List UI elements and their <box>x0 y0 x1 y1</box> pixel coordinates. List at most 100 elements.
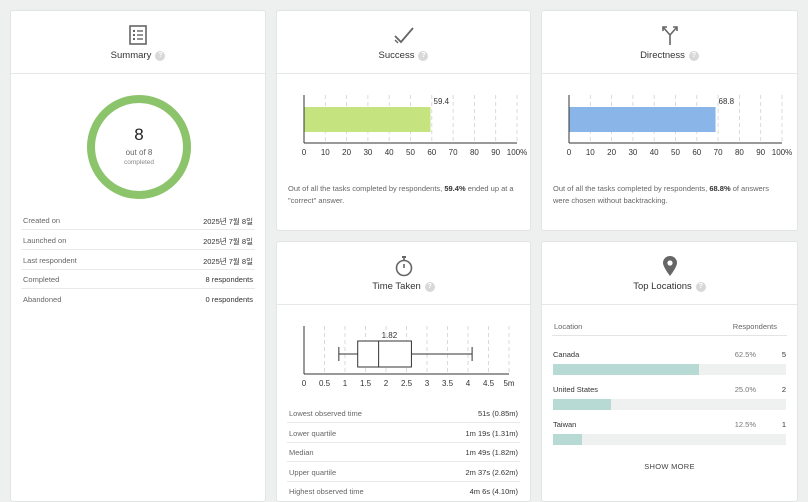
top-locations-title-text: Top Locations <box>633 281 692 292</box>
stat-value: 1m 19s (1.31m) <box>465 429 518 438</box>
success-chart: 0 10 20 30 40 50 60 70 80 90 100% 59.4 <box>302 95 527 157</box>
tick-label: 100% <box>772 148 792 157</box>
help-icon[interactable]: ? <box>424 282 435 292</box>
help-icon[interactable]: ? <box>155 51 166 61</box>
success-header: Success? <box>277 11 530 74</box>
success-title-text: Success <box>378 50 415 61</box>
success-description-prefix: Out of all the tasks completed by respon… <box>288 184 445 193</box>
tick-label: 10 <box>586 148 595 157</box>
tick-label: 20 <box>342 148 351 157</box>
directness-chart: 0 10 20 30 40 50 60 70 80 90 100% 68.8 <box>567 95 792 157</box>
data-label: 59.4 <box>434 97 450 106</box>
location-bar-track <box>553 364 786 375</box>
directness-description-suffix: of answers were chosen without backtrack… <box>553 184 769 205</box>
tick-label: 80 <box>735 148 744 157</box>
stat-label: Lower quartile <box>289 429 337 438</box>
bar <box>569 107 716 132</box>
help-icon[interactable]: ? <box>418 51 429 61</box>
tick-label: 30 <box>363 148 372 157</box>
top-locations-header: Top Locations? <box>542 242 797 305</box>
top-locations-title: Top Locations? <box>542 281 797 292</box>
completion-ring-graphic <box>87 95 191 199</box>
detail-label: Abandoned <box>23 295 62 304</box>
tick-label: 70 <box>449 148 458 157</box>
tick-label: 3 <box>425 379 430 388</box>
stat-value: 51s (0.85m) <box>477 409 518 418</box>
tick-label: 4.5 <box>483 379 495 388</box>
directness-card: Directness? 0 10 20 30 40 50 60 70 80 90 100% 68.8 … <box>541 10 798 231</box>
detail-label: Completed <box>23 275 60 284</box>
summary-header: Summary? <box>11 11 265 74</box>
stat-value: 4m 6s (4.10m) <box>469 487 518 496</box>
tick-label: 2.5 <box>401 379 413 388</box>
checkmark-icon <box>393 27 414 44</box>
location-row: Taiwan 12.5% 1 <box>553 420 786 452</box>
tick-label: 1.5 <box>360 379 372 388</box>
tick-label: 40 <box>650 148 659 157</box>
directness-description: Out of all the tasks completed by respon… <box>553 183 786 207</box>
stat-label: Lowest observed time <box>289 409 362 418</box>
tick-label: 90 <box>491 148 500 157</box>
tick-label: 40 <box>385 148 394 157</box>
completion-ring-arc <box>87 95 191 199</box>
location-bar-fill <box>553 399 612 410</box>
time-taken-card: Time Taken? 0 0.5 1 1.5 2 2.5 3 3.5 4 4.5 5m 1.82 L… <box>276 241 531 502</box>
stat-row: Upper quartile 2m 37s (2.62m) <box>287 463 520 482</box>
out-of-text: out of 8 <box>125 148 153 157</box>
tick-label: 30 <box>628 148 637 157</box>
top-locations-card: Top Locations? Location Respondents Cana… <box>541 241 798 502</box>
tick-label: 80 <box>470 148 479 157</box>
directness-title-text: Directness <box>640 50 685 61</box>
detail-value: 2025년 7월 8일 <box>203 257 253 266</box>
success-description-suffix: ended up at a "correct" answer. <box>288 184 514 205</box>
tick-label: 0 <box>302 148 307 157</box>
summary-card: Summary? 8 out of 8 completed Created on… <box>10 10 266 502</box>
tick-label: 60 <box>427 148 436 157</box>
location-name: Taiwan <box>553 420 577 429</box>
tick-label: 50 <box>406 148 415 157</box>
tick-label: 60 <box>692 148 701 157</box>
help-icon[interactable]: ? <box>688 51 699 61</box>
branch-icon <box>661 26 678 45</box>
locations-table-header: Location Respondents <box>552 318 787 336</box>
time-chart: 0 0.5 1 1.5 2 2.5 3 3.5 4 4.5 5m 1.82 <box>302 326 515 388</box>
tick-label: 100% <box>507 148 527 157</box>
success-title: Success? <box>277 50 530 61</box>
detail-label: Created on <box>23 216 61 225</box>
location-count: 1 <box>781 420 786 429</box>
stopwatch-icon <box>395 256 412 277</box>
detail-value: 2025년 7월 8일 <box>203 237 253 246</box>
summary-title: Summary? <box>11 50 265 61</box>
time-taken-title: Time Taken? <box>277 281 530 292</box>
help-icon[interactable]: ? <box>695 282 706 292</box>
tick-label: 70 <box>714 148 723 157</box>
list-icon <box>129 25 147 45</box>
location-percent: 25.0% <box>734 385 756 394</box>
tick-label: 3.5 <box>442 379 454 388</box>
summary-title-text: Summary <box>110 50 152 61</box>
completion-ring: 8 out of 8 completed <box>86 94 192 200</box>
detail-row: Created on 2025년 7월 8일 <box>21 211 255 230</box>
directness-description-highlight: 68.8% <box>709 184 731 193</box>
stat-row: Lower quartile 1m 19s (1.31m) <box>287 424 520 443</box>
tick-label: 1 <box>343 379 348 388</box>
location-count: 2 <box>781 385 786 394</box>
detail-row: Completed 8 respondents <box>21 270 255 289</box>
detail-row: Last respondent 2025년 7월 8일 <box>21 251 255 270</box>
location-percent: 12.5% <box>734 420 756 429</box>
detail-value: 8 respondents <box>205 275 253 284</box>
location-percent: 62.5% <box>734 350 756 359</box>
detail-value: 2025년 7월 8일 <box>203 217 253 226</box>
success-card: Success? 0 10 20 30 40 50 60 70 80 90 100% 59.4 Out… <box>276 10 531 231</box>
show-more-button[interactable]: SHOW MORE <box>644 462 695 471</box>
location-bar-fill <box>553 364 699 375</box>
stat-label: Highest observed time <box>289 487 364 496</box>
completed-label: completed <box>124 159 154 166</box>
tick-label: 0 <box>567 148 572 157</box>
tick-label: 90 <box>756 148 765 157</box>
tick-label: 0.5 <box>319 379 331 388</box>
bar <box>304 107 431 132</box>
location-row: Canada 62.5% 5 <box>553 350 786 382</box>
stat-value: 1m 49s (1.82m) <box>465 448 518 457</box>
stat-row: Median 1m 49s (1.82m) <box>287 443 520 462</box>
